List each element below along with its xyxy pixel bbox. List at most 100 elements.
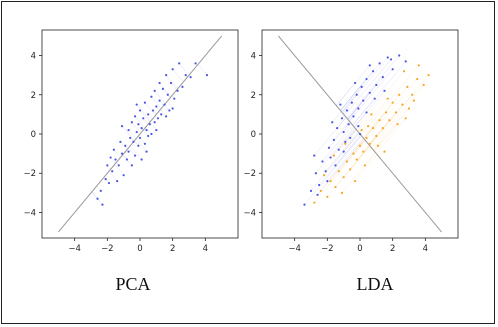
data-point	[120, 125, 124, 128]
projection-segment	[310, 132, 360, 192]
projection-segment	[379, 151, 385, 158]
data-point	[96, 197, 99, 200]
lda-plot: −4 −2 0 2 4 −4 −2 0 2 4	[243, 29, 459, 254]
projection-segment	[333, 121, 350, 141]
projection-segment	[369, 94, 413, 146]
projection-segment	[315, 127, 355, 174]
data-point	[112, 148, 115, 151]
projection-segment	[347, 92, 370, 120]
projection-segment	[336, 82, 356, 106]
projection-segment	[336, 65, 370, 106]
data-point	[169, 81, 173, 85]
data-point	[147, 113, 150, 116]
projection-segment	[338, 128, 357, 150]
projection-segment	[363, 102, 393, 139]
projection-segment	[355, 71, 405, 130]
x-tick-label: 4	[423, 244, 428, 254]
projection-segment	[341, 86, 362, 112]
lda-caption: LDA	[356, 274, 394, 294]
data-point	[99, 189, 102, 193]
projection-segment	[340, 71, 374, 111]
data-point	[138, 109, 142, 112]
projection-segment	[197, 64, 208, 76]
data-point	[347, 123, 350, 126]
data-point	[166, 93, 169, 96]
y-tick-label: −2	[23, 169, 36, 179]
projection-segment	[328, 122, 351, 148]
projection-segment	[114, 164, 124, 176]
data-point	[362, 150, 365, 153]
data-point	[171, 107, 174, 110]
data-point	[340, 117, 344, 120]
projection-segment	[335, 145, 370, 188]
projection-segment	[345, 128, 357, 142]
pca-caption: PCA	[115, 274, 151, 294]
data-point	[357, 125, 360, 128]
data-point	[360, 128, 363, 132]
y-tick-label: −2	[243, 169, 256, 179]
y-tick-label: 2	[251, 91, 256, 101]
projection-segment	[364, 152, 376, 166]
projection-segment	[91, 191, 98, 199]
data-point	[394, 111, 398, 114]
projection-segment	[113, 149, 121, 158]
projection-segment	[360, 126, 369, 136]
data-point	[134, 154, 137, 157]
data-point	[375, 83, 378, 87]
data-point	[316, 193, 319, 196]
data-point	[416, 77, 419, 81]
x-tick-label: −4	[288, 244, 301, 254]
projection-segment	[151, 96, 162, 109]
data-point	[358, 132, 362, 136]
data-point	[334, 164, 337, 167]
data-point	[140, 158, 143, 161]
projection-segment	[304, 135, 362, 205]
data-point	[130, 121, 133, 124]
data-point	[127, 150, 130, 153]
projection-segment	[138, 124, 144, 131]
data-point	[427, 74, 430, 77]
data-point	[303, 203, 306, 206]
projection-segment	[143, 129, 149, 137]
data-point	[145, 150, 148, 153]
projection-segment	[128, 147, 136, 156]
projection-segment	[373, 108, 410, 151]
projection-segment	[103, 177, 110, 184]
data-point	[378, 62, 381, 65]
y-tick-label: −4	[23, 208, 36, 218]
data-point	[411, 93, 414, 96]
data-point	[140, 127, 143, 130]
data-point	[137, 144, 140, 147]
projection-segment	[162, 88, 171, 98]
data-point	[391, 68, 394, 71]
data-point	[135, 103, 138, 106]
projection-segment	[172, 69, 184, 83]
data-point	[158, 99, 161, 102]
data-point	[117, 164, 120, 167]
data-point	[313, 201, 316, 204]
data-point	[114, 158, 117, 161]
data-point	[388, 119, 391, 122]
data-point	[178, 62, 181, 65]
data-point	[389, 58, 393, 61]
projection-segment	[128, 129, 137, 140]
data-point	[373, 97, 376, 100]
data-point	[309, 189, 313, 193]
data-point	[355, 93, 358, 96]
data-point	[396, 123, 399, 126]
projection-segment	[108, 171, 118, 182]
projection-segment	[341, 57, 388, 113]
data-point	[342, 150, 345, 153]
projection-segment	[323, 132, 360, 176]
data-point	[376, 144, 380, 147]
projection-segment	[359, 139, 366, 146]
projection-segment	[347, 100, 364, 120]
data-point	[381, 75, 384, 79]
projection-segment	[363, 112, 387, 140]
data-point	[331, 121, 334, 124]
data-point	[150, 132, 153, 136]
data-point	[337, 170, 340, 173]
projection-segment	[354, 90, 385, 128]
projection-segment	[120, 141, 128, 150]
projection-segment	[372, 100, 415, 150]
